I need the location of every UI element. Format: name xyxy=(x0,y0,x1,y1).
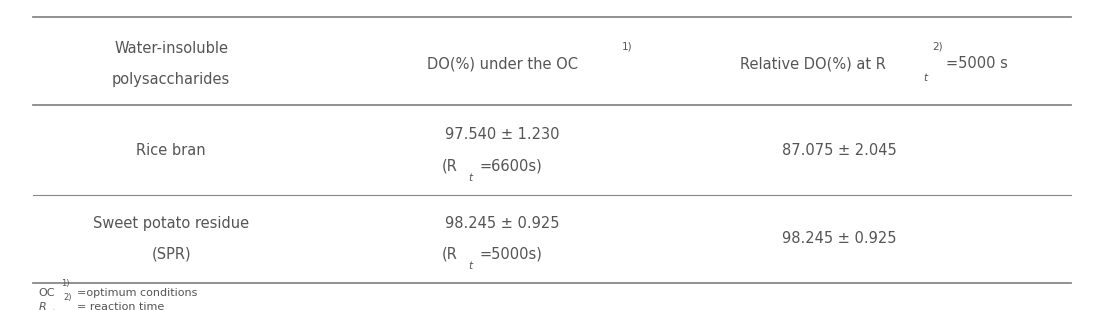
Text: Sweet potato residue: Sweet potato residue xyxy=(93,216,250,231)
Text: Water-insoluble: Water-insoluble xyxy=(114,41,229,55)
Text: =optimum conditions: =optimum conditions xyxy=(77,288,198,298)
Text: (SPR): (SPR) xyxy=(151,247,191,262)
Text: R: R xyxy=(39,302,46,310)
Text: = reaction time: = reaction time xyxy=(77,302,164,310)
Text: t: t xyxy=(468,173,473,183)
Text: t: t xyxy=(923,73,927,82)
Text: =6600s): =6600s) xyxy=(479,158,542,173)
Text: t: t xyxy=(468,261,473,271)
Text: =5000 s: =5000 s xyxy=(946,56,1008,71)
Text: DO(%) under the OC: DO(%) under the OC xyxy=(427,56,577,71)
Text: 1): 1) xyxy=(61,279,70,288)
Text: (R: (R xyxy=(442,158,457,173)
Text: 2): 2) xyxy=(932,42,943,51)
Text: 2): 2) xyxy=(63,293,72,302)
Text: 1): 1) xyxy=(622,42,633,51)
Text: OC: OC xyxy=(39,288,55,298)
Text: Relative DO(%) at R: Relative DO(%) at R xyxy=(740,56,885,71)
Text: Rice bran: Rice bran xyxy=(136,143,206,158)
Text: t: t xyxy=(52,309,55,310)
Text: polysaccharides: polysaccharides xyxy=(112,72,231,86)
Text: (R: (R xyxy=(442,247,457,262)
Text: 98.245 ± 0.925: 98.245 ± 0.925 xyxy=(445,216,560,231)
Text: 87.075 ± 2.045: 87.075 ± 2.045 xyxy=(782,143,896,158)
Text: 97.540 ± 1.230: 97.540 ± 1.230 xyxy=(445,127,560,142)
Text: =5000s): =5000s) xyxy=(479,247,542,262)
Text: 98.245 ± 0.925: 98.245 ± 0.925 xyxy=(782,231,896,246)
